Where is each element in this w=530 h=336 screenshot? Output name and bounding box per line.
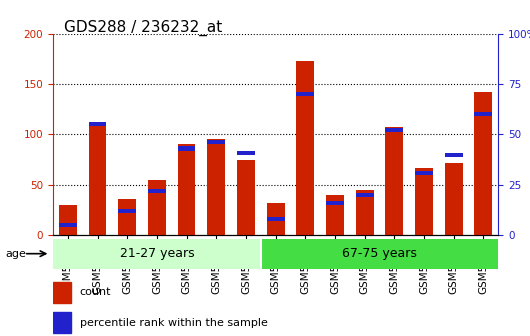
Bar <box>296 92 314 96</box>
Bar <box>267 217 285 221</box>
Bar <box>207 140 225 144</box>
Bar <box>59 223 77 227</box>
Bar <box>118 199 136 235</box>
Bar <box>267 203 285 235</box>
Bar <box>474 92 492 235</box>
Text: count: count <box>80 288 111 297</box>
Bar <box>326 201 344 205</box>
Bar <box>296 61 314 235</box>
Text: 67-75 years: 67-75 years <box>342 247 417 260</box>
Bar <box>89 122 107 126</box>
Bar <box>148 189 166 193</box>
Bar <box>237 160 255 235</box>
Bar <box>326 195 344 235</box>
Bar <box>178 146 196 151</box>
Text: age: age <box>5 249 26 259</box>
Bar <box>53 282 71 303</box>
Bar <box>261 239 498 269</box>
Bar <box>118 209 136 213</box>
Text: 21-27 years: 21-27 years <box>120 247 194 260</box>
Text: percentile rank within the sample: percentile rank within the sample <box>80 318 268 328</box>
Bar <box>53 239 261 269</box>
Bar <box>474 112 492 116</box>
Bar <box>356 193 374 197</box>
Bar <box>385 127 403 235</box>
Bar <box>178 144 196 235</box>
Bar <box>356 190 374 235</box>
Bar <box>207 139 225 235</box>
Text: GDS288 / 236232_at: GDS288 / 236232_at <box>64 20 222 36</box>
Bar <box>89 122 107 235</box>
Bar <box>148 180 166 235</box>
Bar <box>415 171 433 175</box>
Bar <box>445 153 463 157</box>
Bar <box>59 205 77 235</box>
Bar <box>445 163 463 235</box>
Bar <box>385 128 403 132</box>
Bar <box>53 312 71 333</box>
Bar <box>415 168 433 235</box>
Bar <box>237 151 255 155</box>
